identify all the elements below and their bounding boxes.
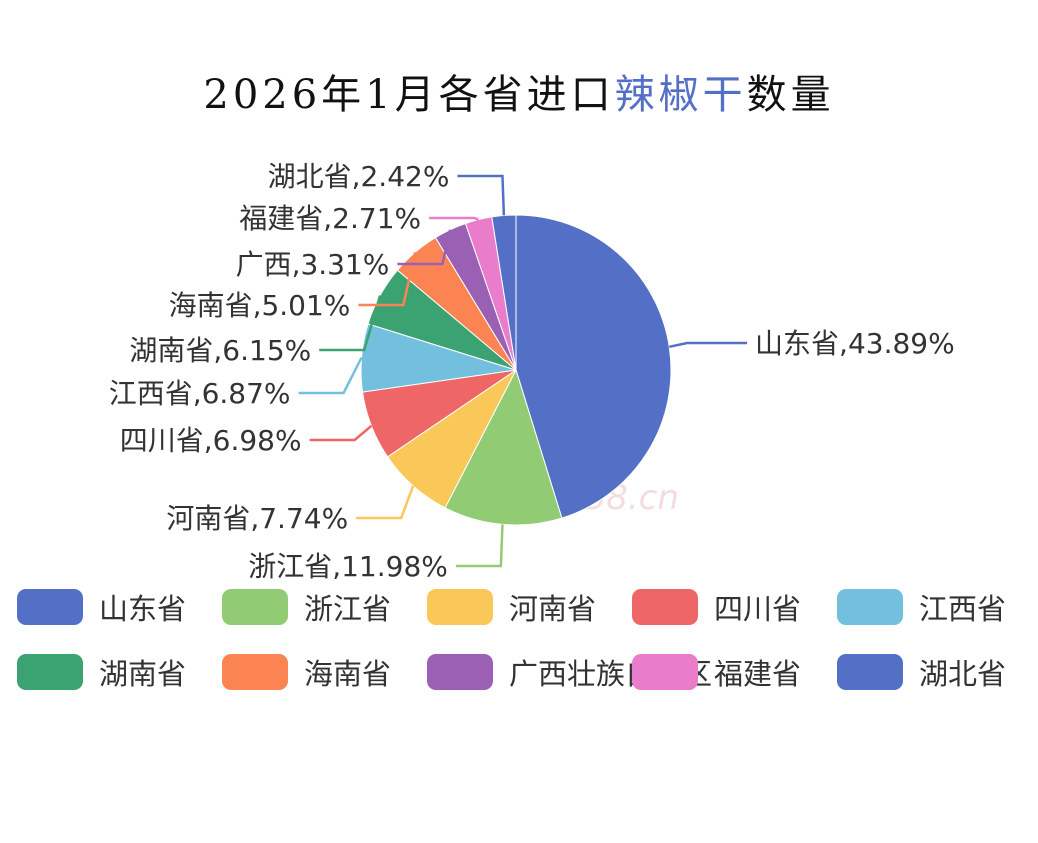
- data-label-2: 河南省,7.74%: [166, 502, 348, 535]
- legend-swatch: [222, 589, 288, 625]
- legend-label: 四川省: [714, 592, 802, 626]
- legend-label: 海南省: [304, 657, 392, 691]
- leader-line-2: [356, 485, 415, 520]
- data-label-0: 山东省,43.89%: [755, 327, 955, 360]
- legend-swatch: [837, 589, 903, 625]
- leader-line-9: [457, 174, 506, 216]
- leader-line-8: [429, 216, 479, 221]
- leader-line-4: [298, 357, 363, 395]
- legend-label: 湖南省: [99, 657, 187, 691]
- legend-swatch: [17, 654, 83, 690]
- legend-swatch: [427, 589, 493, 625]
- data-label-5: 湖南省,6.15%: [129, 334, 311, 367]
- data-label-6: 海南省,5.01%: [169, 289, 351, 322]
- legend-item-2[interactable]: 河南省: [427, 588, 596, 626]
- legend-label: 河南省: [509, 592, 597, 626]
- legend-item-0[interactable]: 山东省: [17, 588, 186, 626]
- leader-line-0: [668, 341, 748, 349]
- legend-item-3[interactable]: 四川省: [632, 588, 801, 626]
- legend-item-6[interactable]: 海南省: [222, 653, 391, 691]
- data-label-3: 四川省,6.98%: [120, 424, 302, 457]
- leader-line-5: [319, 295, 382, 352]
- data-label-7: 广西,3.31%: [236, 248, 390, 281]
- legend-item-4[interactable]: 江西省: [837, 588, 1006, 626]
- legend-label: 福建省: [714, 657, 802, 691]
- legend-swatch: [427, 654, 493, 690]
- legend-item-8[interactable]: 福建省: [632, 653, 801, 691]
- pie-chart: 山东省,43.89% 浙江省,11.98% 河南省,7.74% 四川省,6.98% 江西…: [109, 160, 955, 583]
- leader-line-7: [397, 229, 452, 266]
- legend-item-5[interactable]: 湖南省: [17, 653, 186, 691]
- leader-line-3: [309, 424, 373, 442]
- legend-swatch: [837, 654, 903, 690]
- data-label-9: 湖北省,2.42%: [268, 160, 450, 193]
- data-label-1: 浙江省,11.98%: [248, 550, 448, 583]
- leader-line-6: [358, 252, 417, 307]
- pie-slice-0[interactable]: [515, 214, 672, 519]
- legend-swatch: [17, 589, 83, 625]
- data-label-8: 福建省,2.71%: [239, 202, 421, 235]
- legend-swatch: [632, 589, 698, 625]
- legend-item-1[interactable]: 浙江省: [222, 588, 391, 626]
- legend-label: 江西省: [919, 592, 1007, 626]
- title-highlight: 辣椒干: [614, 72, 747, 118]
- title-text: 2026年1月各省进口: [203, 72, 615, 118]
- legend-item-9[interactable]: 湖北省: [837, 653, 1006, 691]
- title-suffix: 数量: [746, 72, 835, 118]
- legend-label: 湖北省: [919, 657, 1007, 691]
- legend-label: 山东省: [99, 592, 187, 626]
- legend-swatch: [222, 654, 288, 690]
- legend-label: 浙江省: [304, 592, 392, 626]
- legend-swatch: [632, 654, 698, 690]
- chart-title: 2026年1月各省进口辣椒干数量: [0, 62, 1038, 120]
- leader-line-1: [455, 524, 504, 568]
- pie-slice-1[interactable]: [444, 368, 563, 526]
- data-label-4: 江西省,6.87%: [109, 377, 291, 410]
